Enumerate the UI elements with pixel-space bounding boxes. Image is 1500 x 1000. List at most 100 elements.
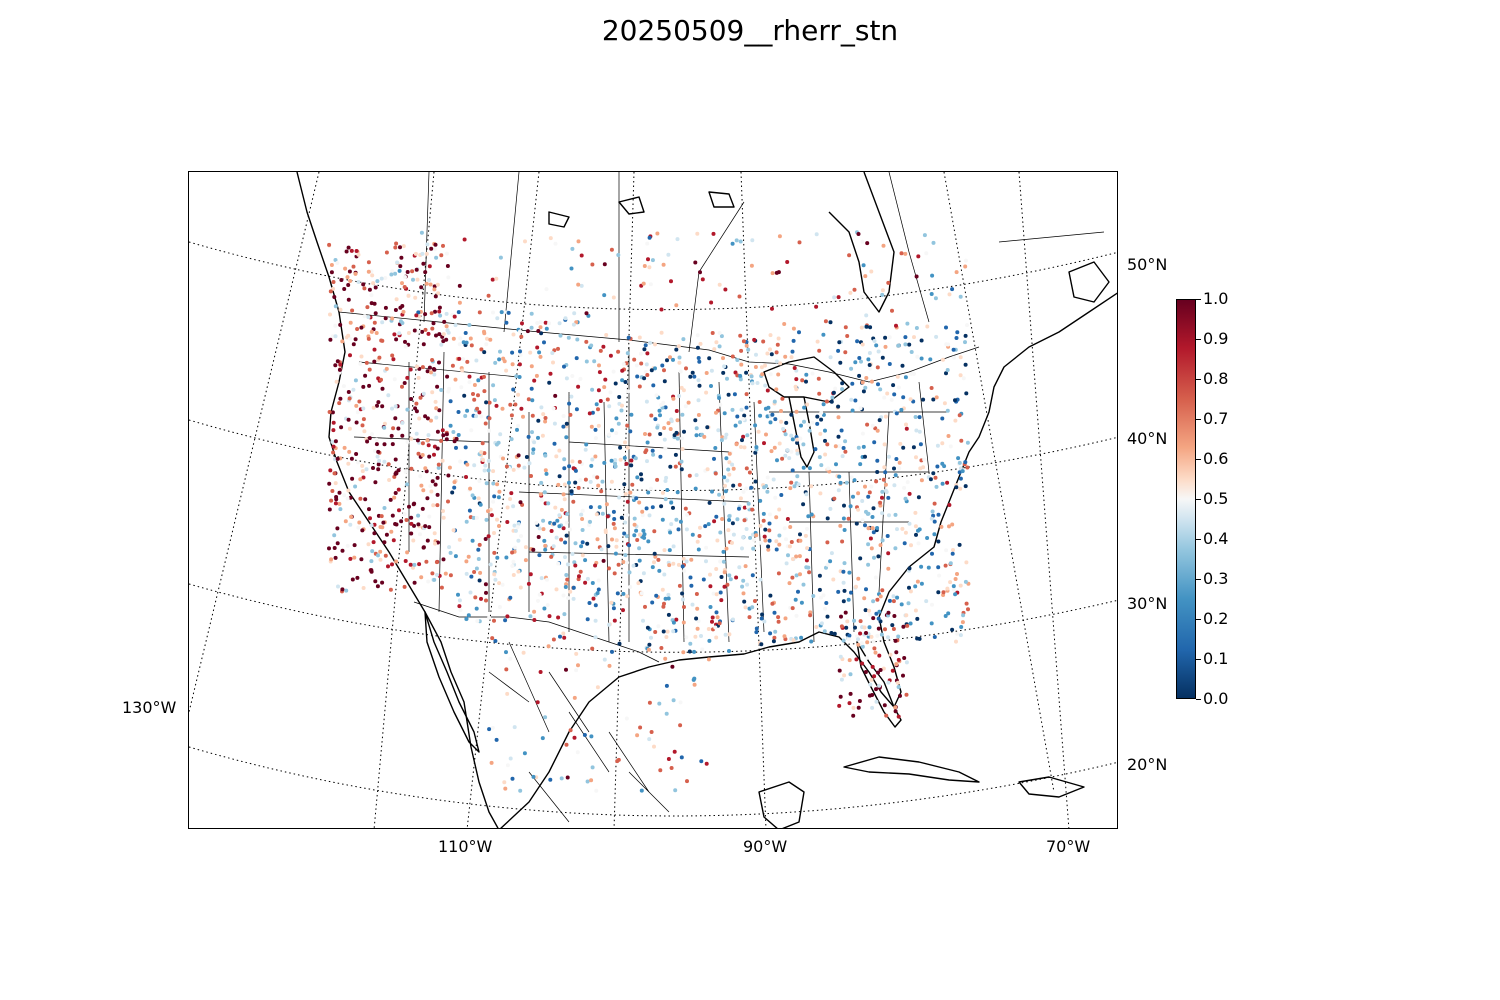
- station-dot: [940, 416, 945, 421]
- station-dot: [623, 553, 628, 558]
- station-dot: [489, 513, 494, 518]
- station-dot: [348, 320, 353, 325]
- station-dot: [753, 423, 758, 428]
- station-dot: [652, 744, 656, 749]
- station-dot: [565, 775, 570, 780]
- map-panel[interactable]: [188, 171, 1118, 829]
- station-dot: [346, 245, 351, 250]
- station-dot: [349, 248, 354, 253]
- station-dot: [741, 535, 746, 540]
- station-dot: [498, 255, 503, 260]
- station-dot: [484, 342, 489, 347]
- station-dot: [561, 631, 566, 636]
- station-dot: [574, 651, 579, 656]
- station-dot: [665, 629, 670, 634]
- station-dot: [717, 621, 722, 626]
- station-dot: [566, 596, 570, 600]
- station-dot: [482, 389, 487, 394]
- station-dot: [762, 485, 767, 490]
- station-dot: [856, 232, 861, 236]
- station-dot: [787, 456, 792, 461]
- station-dot: [747, 615, 752, 620]
- station-dot: [482, 468, 487, 473]
- station-dot: [848, 672, 853, 677]
- station-dot: [677, 355, 682, 360]
- colorbar-tick-label: 0.0: [1203, 689, 1229, 708]
- station-dot: [874, 687, 878, 692]
- station-dot: [719, 598, 724, 603]
- station-dot: [704, 761, 709, 766]
- station-dot: [365, 305, 370, 310]
- station-dot: [444, 432, 449, 437]
- station-dot: [837, 340, 842, 345]
- station-dot: [561, 526, 566, 531]
- station-dot: [684, 527, 689, 532]
- station-dot: [705, 467, 710, 472]
- station-dot: [868, 536, 873, 541]
- station-dot: [841, 599, 846, 604]
- station-dot: [625, 423, 630, 428]
- station-dot: [428, 282, 433, 287]
- station-dot: [697, 534, 702, 538]
- lake-michigan: [788, 396, 815, 468]
- station-dot: [592, 359, 597, 364]
- station-dot: [497, 581, 502, 586]
- station-dot: [487, 400, 492, 405]
- station-dot: [536, 598, 540, 603]
- station-dot: [481, 458, 486, 462]
- station-dot: [430, 571, 435, 576]
- station-dot: [797, 554, 802, 559]
- station-dot: [603, 528, 608, 533]
- station-dot: [548, 777, 553, 782]
- station-dot: [576, 384, 581, 389]
- station-dot: [591, 596, 596, 601]
- station-dot: [777, 542, 782, 547]
- station-dot: [613, 464, 618, 469]
- station-dot: [826, 466, 831, 471]
- station-dot: [564, 667, 568, 672]
- station-dot: [810, 420, 815, 425]
- station-dot: [965, 323, 969, 328]
- station-dot: [768, 420, 773, 425]
- station-dot: [946, 611, 951, 616]
- station-dot: [858, 406, 863, 411]
- station-dot: [416, 522, 421, 527]
- station-dot: [629, 412, 634, 417]
- station-dot: [454, 436, 459, 441]
- station-dot: [799, 635, 804, 640]
- station-dot: [765, 351, 770, 356]
- station-dot: [642, 535, 647, 540]
- station-dot: [544, 287, 549, 292]
- station-dot: [863, 608, 868, 613]
- station-dot: [841, 446, 846, 450]
- station-dot: [773, 417, 778, 422]
- station-dot: [741, 417, 746, 421]
- station-dot: [717, 282, 722, 287]
- station-dot: [880, 292, 885, 297]
- station-dot: [789, 480, 794, 485]
- station-dot: [780, 396, 785, 401]
- station-dot: [333, 501, 338, 506]
- station-dot: [596, 578, 601, 583]
- station-dot: [891, 594, 896, 599]
- station-dot: [630, 482, 635, 487]
- station-dot: [609, 479, 614, 484]
- station-dot: [374, 437, 379, 442]
- station-dot: [890, 308, 894, 313]
- station-dot: [913, 524, 918, 529]
- station-dot: [907, 566, 912, 571]
- station-dot: [568, 589, 573, 594]
- station-dot: [523, 558, 528, 563]
- station-dot: [853, 398, 858, 403]
- station-dot: [679, 467, 684, 472]
- station-dot: [443, 571, 448, 576]
- station-dot: [585, 576, 590, 581]
- station-dot: [427, 365, 432, 370]
- station-dot: [805, 526, 809, 531]
- station-dot: [366, 315, 371, 320]
- station-dot: [686, 400, 691, 405]
- station-dot: [601, 558, 606, 563]
- station-dot: [498, 349, 502, 354]
- station-dot: [680, 591, 685, 596]
- station-dot: [868, 682, 873, 687]
